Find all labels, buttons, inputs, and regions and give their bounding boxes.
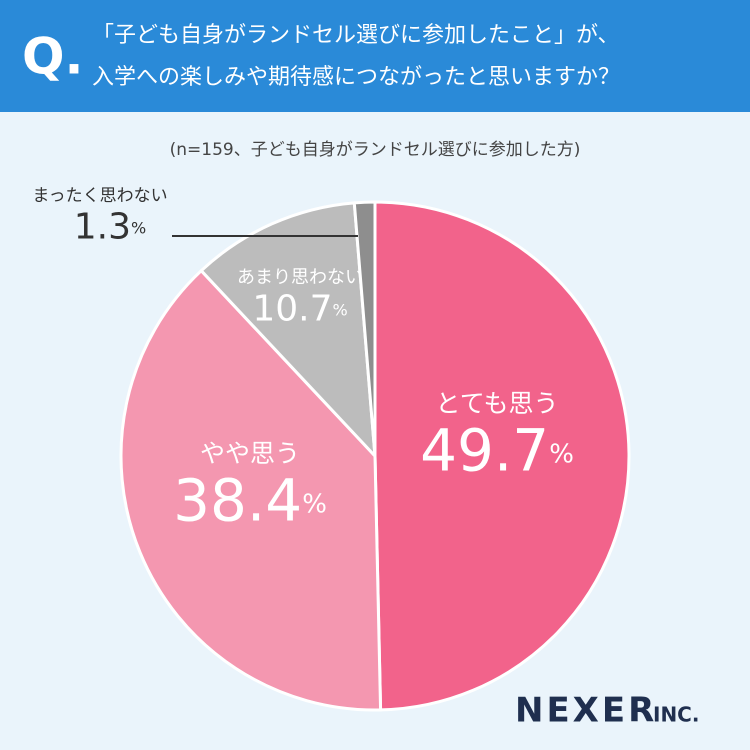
category-label: あまり思わない [237,267,363,288]
q-marker: Q. [22,28,84,86]
question-line: 「子ども自身がランドセル選びに参加したこと」が、 [92,23,620,48]
pie-slice [373,200,631,712]
brand-name: NEXER [515,691,657,731]
value-label: 49.7% [420,416,574,484]
pie-slice [119,269,383,712]
pie [119,200,631,712]
brand-suffix: INC. [653,703,699,727]
value-label: 38.4% [173,466,327,534]
pie-slice [352,200,377,458]
value-label: 1.3% [74,207,146,248]
subtitle: (n=159、子ども自身がランドセル選びに参加した方) [170,140,581,160]
header-band [0,0,750,112]
question-line: 入学への楽しみや期待感につながったと思いますか？ [92,65,620,90]
pie-slice [199,201,377,458]
value-label: 10.7% [252,289,347,330]
category-label: やや思う [200,439,300,468]
category-label: とても思う [435,389,558,418]
category-label: まったく思わない [32,186,167,206]
